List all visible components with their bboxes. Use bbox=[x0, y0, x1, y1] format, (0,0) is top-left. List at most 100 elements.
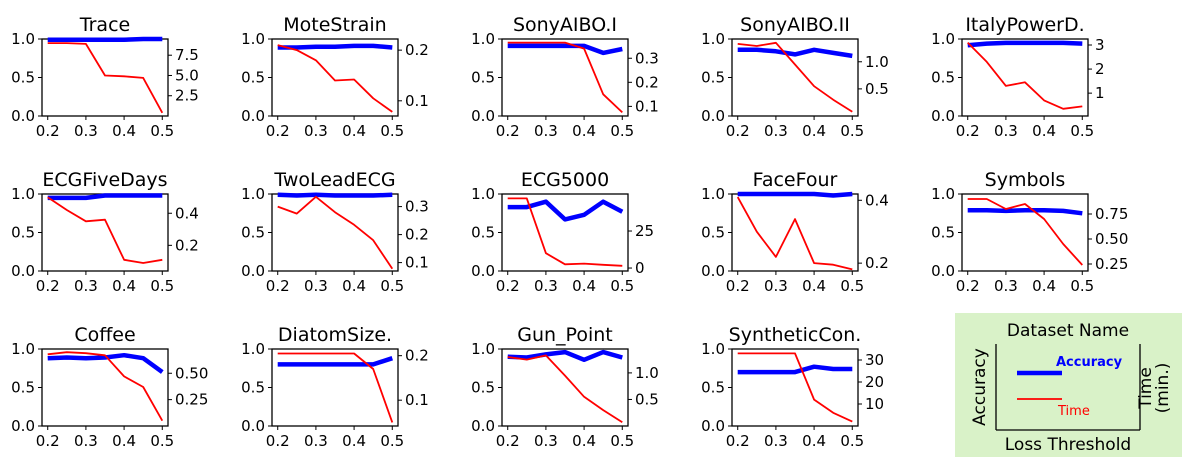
panel-title: TwoLeadECG bbox=[273, 169, 395, 191]
y-tick-label: 1.0 bbox=[471, 340, 495, 358]
x-tick-label: 0.5 bbox=[1070, 122, 1094, 140]
x-tick-label: 0.4 bbox=[572, 277, 596, 295]
accuracy-series-line bbox=[507, 349, 623, 363]
accuracy-series-line bbox=[967, 40, 1083, 48]
y-tick-label: 0.5 bbox=[931, 224, 955, 242]
y-tick-label: 0.5 bbox=[701, 69, 725, 87]
y2-tick-label: 0.25 bbox=[1095, 255, 1128, 273]
y2-tick-label: 0.1 bbox=[635, 97, 659, 115]
panel-motestrain: MoteStrain 0.2 0.3 0.4 0.5 0.0 0.5 1.0 0.1 0.2 bbox=[241, 14, 429, 140]
y2-tick-label: 5.0 bbox=[175, 66, 199, 84]
y2-tick-label: 10 bbox=[865, 395, 884, 413]
panel-facefour: FaceFour 0.2 0.3 0.4 0.5 0.0 0.5 1.0 0.2 0.4 bbox=[701, 169, 889, 295]
y2-tick-label: 1 bbox=[1095, 84, 1105, 102]
y2-tick-label: 2.5 bbox=[175, 87, 199, 105]
panel-syntheticcon-: SyntheticCon. 0.2 0.3 0.4 0.5 0.0 0.5 1.0 10 20 30 bbox=[701, 324, 884, 450]
y-tick-label: 0.5 bbox=[471, 224, 495, 242]
panel-title: FaceFour bbox=[753, 169, 838, 191]
y2-tick-label: 0.2 bbox=[405, 226, 429, 244]
y2-tick-label: 30 bbox=[865, 351, 884, 369]
y2-tick-label: 25 bbox=[635, 222, 654, 240]
x-tick-label: 0.4 bbox=[1032, 277, 1056, 295]
x-tick-label: 0.3 bbox=[764, 277, 788, 295]
y2-tick-label: 0.2 bbox=[405, 347, 429, 365]
y-tick-label: 0.0 bbox=[241, 107, 265, 125]
panel-title: DiatomSize. bbox=[278, 324, 392, 346]
x-tick-label: 0.5 bbox=[1070, 277, 1094, 295]
x-tick-label: 0.4 bbox=[572, 122, 596, 140]
accuracy-series-line bbox=[277, 356, 393, 367]
y2-tick-label: 0 bbox=[635, 259, 645, 277]
panel-gun-point: Gun_Point 0.2 0.3 0.4 0.5 0.0 0.5 1.0 0.5 1.0 bbox=[471, 324, 659, 450]
y-tick-label: 0.0 bbox=[471, 262, 495, 280]
panel-coffee: Coffee 0.2 0.3 0.4 0.5 0.0 0.5 1.0 0.25 0.50 bbox=[11, 324, 208, 450]
y2-tick-label: 0.50 bbox=[175, 364, 208, 382]
x-tick-label: 0.2 bbox=[266, 277, 290, 295]
x-tick-label: 0.2 bbox=[496, 277, 520, 295]
x-tick-label: 0.2 bbox=[36, 277, 60, 295]
y-tick-label: 1.0 bbox=[931, 185, 955, 203]
x-tick-label: 0.2 bbox=[496, 432, 520, 450]
x-tick-label: 0.4 bbox=[342, 122, 366, 140]
y-tick-label: 0.0 bbox=[11, 417, 35, 435]
x-tick-label: 0.5 bbox=[840, 122, 864, 140]
x-tick-label: 0.2 bbox=[956, 277, 980, 295]
x-tick-label: 0.5 bbox=[150, 432, 174, 450]
x-tick-label: 0.3 bbox=[764, 122, 788, 140]
legend-background bbox=[955, 313, 1182, 457]
panel-title: Coffee bbox=[74, 324, 135, 346]
y-tick-label: 0.0 bbox=[471, 107, 495, 125]
y-tick-label: 0.0 bbox=[11, 262, 35, 280]
legend-right-axis-line-1: Time bbox=[1136, 367, 1156, 410]
panel-twoleadecg: TwoLeadECG 0.2 0.3 0.4 0.5 0.0 0.5 1.0 0.1 0.2 0.3 bbox=[241, 169, 429, 295]
x-tick-label: 0.2 bbox=[36, 122, 60, 140]
x-tick-label: 0.4 bbox=[572, 432, 596, 450]
legend-accuracy-label: Accuracy bbox=[1056, 355, 1123, 370]
time-series-line bbox=[736, 196, 853, 271]
x-tick-label: 0.3 bbox=[994, 277, 1018, 295]
panel-title: ECG5000 bbox=[521, 169, 609, 191]
time-series-line bbox=[47, 351, 164, 422]
y2-tick-label: 0.2 bbox=[175, 236, 199, 254]
x-tick-label: 0.5 bbox=[380, 432, 404, 450]
y2-tick-label: 0.1 bbox=[405, 92, 429, 110]
y-tick-label: 1.0 bbox=[11, 340, 35, 358]
y2-tick-label: 1.0 bbox=[635, 364, 659, 382]
legend-time-label: Time bbox=[1057, 404, 1090, 419]
panel-italypowerd-: ItalyPowerD. 0.2 0.3 0.4 0.5 0.0 0.5 1.0 1 2 3 bbox=[931, 14, 1104, 140]
y2-tick-label: 0.5 bbox=[635, 390, 659, 408]
x-tick-label: 0.2 bbox=[956, 122, 980, 140]
legend-left-axis-text: Accuracy bbox=[970, 348, 990, 426]
legend-right-axis-label: Time(min.) bbox=[1136, 363, 1173, 414]
x-tick-label: 0.3 bbox=[994, 122, 1018, 140]
panel-ecgfivedays: ECGFiveDays 0.2 0.3 0.4 0.5 0.0 0.5 1.0 0.2 0.4 bbox=[11, 169, 199, 295]
legend-left-axis-label: Accuracy bbox=[970, 348, 990, 426]
panel-title: ItalyPowerD. bbox=[965, 14, 1084, 36]
time-series-line bbox=[507, 197, 623, 267]
panel-title: SyntheticCon. bbox=[729, 324, 862, 346]
y-tick-label: 0.0 bbox=[11, 107, 35, 125]
x-tick-label: 0.2 bbox=[726, 277, 750, 295]
plot-frame bbox=[961, 38, 1089, 117]
panel-trace: Trace 0.2 0.3 0.4 0.5 0.0 0.5 1.0 2.5 5.0 7.5 bbox=[11, 14, 199, 140]
y-tick-label: 1.0 bbox=[11, 30, 35, 48]
y-tick-label: 1.0 bbox=[241, 30, 265, 48]
y-tick-label: 0.5 bbox=[241, 379, 265, 397]
y2-tick-label: 20 bbox=[865, 373, 884, 391]
y-tick-label: 0.5 bbox=[931, 69, 955, 87]
panel-ecg5000: ECG5000 0.2 0.3 0.4 0.5 0.0 0.5 1.0 0 25 bbox=[471, 169, 654, 295]
time-series-line bbox=[737, 352, 853, 423]
x-tick-label: 0.3 bbox=[74, 277, 98, 295]
y2-tick-label: 0.2 bbox=[635, 73, 659, 91]
y-tick-label: 0.5 bbox=[701, 379, 725, 397]
x-tick-label: 0.4 bbox=[112, 432, 136, 450]
y-tick-label: 0.5 bbox=[701, 224, 725, 242]
x-tick-label: 0.3 bbox=[304, 432, 328, 450]
x-tick-label: 0.4 bbox=[802, 432, 826, 450]
plot-frame bbox=[271, 38, 399, 117]
y-tick-label: 0.0 bbox=[471, 417, 495, 435]
x-tick-label: 0.2 bbox=[726, 432, 750, 450]
plot-frame bbox=[961, 193, 1089, 272]
y-tick-label: 0.0 bbox=[701, 417, 725, 435]
x-tick-label: 0.5 bbox=[610, 277, 634, 295]
